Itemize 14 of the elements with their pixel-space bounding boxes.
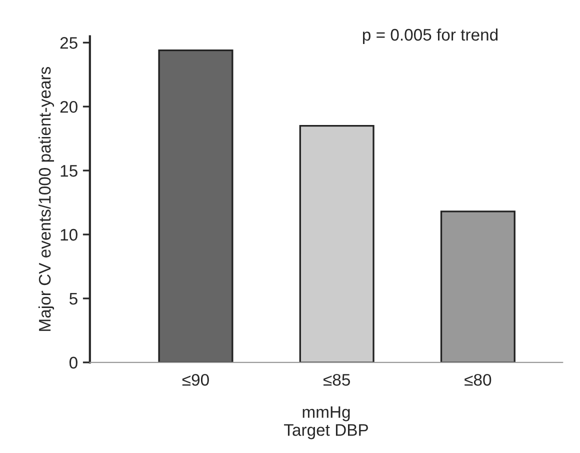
x-tick-label: ≤90: [182, 374, 209, 386]
x-axis-title: mmHg Target DBP: [284, 406, 368, 440]
y-axis-title: Major CV events/1000 patient-years: [38, 66, 54, 331]
y-tick-label: 25: [60, 37, 78, 49]
x-tick-label: ≤85: [324, 374, 350, 386]
x-tick-label: ≤80: [464, 374, 492, 386]
y-tick-label: 10: [60, 228, 78, 241]
y-tick-label: 20: [60, 100, 78, 113]
y-tick-label: 0: [69, 356, 78, 369]
y-tick-label: 15: [60, 165, 78, 177]
y-tick-label: 5: [69, 293, 78, 305]
annotation: p = 0.005 for trend: [362, 28, 498, 44]
bar: [158, 49, 234, 362]
bar: [299, 124, 374, 362]
